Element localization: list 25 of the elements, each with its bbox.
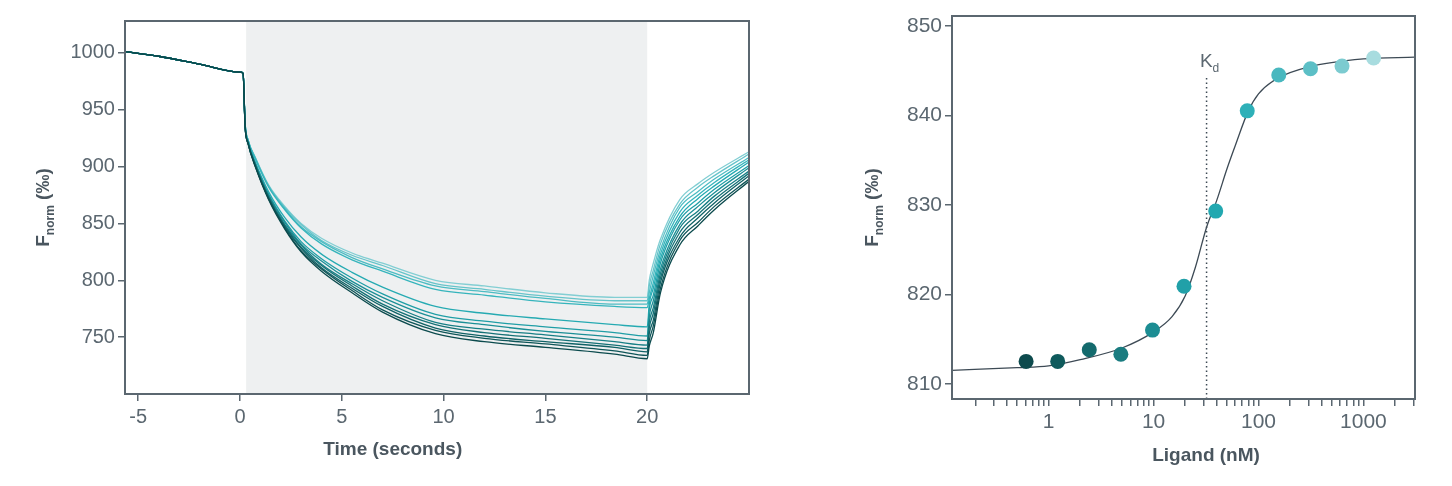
x-tick-label: 15 <box>534 404 557 427</box>
y-tick-label: 810 <box>906 370 942 394</box>
y-tick-label: 750 <box>81 324 115 347</box>
x-tick-label: 10 <box>1141 409 1166 433</box>
y-tick-label: 840 <box>906 102 942 126</box>
y-tick-label: 850 <box>81 210 115 233</box>
x-tick-label: 0 <box>234 404 246 427</box>
y-tick-label: 1000 <box>70 40 115 63</box>
x-axis-title: Time (seconds) <box>323 437 463 459</box>
x-tick-label: 1000 <box>1340 409 1387 433</box>
x-tick-label: 1 <box>1042 409 1055 433</box>
y-tick-label: 830 <box>906 191 942 215</box>
y-axis-title: Fnorm (‰) <box>860 168 887 247</box>
x-tick-label: 5 <box>336 404 348 427</box>
y-tick-label: 850 <box>906 12 942 36</box>
x-tick-label: -5 <box>129 404 148 427</box>
y-tick-label: 820 <box>906 281 942 305</box>
y-tick-label: 800 <box>81 267 115 290</box>
x-tick-label: 20 <box>636 404 659 427</box>
x-axis-title: Ligand (nM) <box>1152 443 1260 465</box>
y-tick-label: 950 <box>81 97 115 120</box>
x-tick-label: 100 <box>1240 409 1277 433</box>
x-tick-label: 10 <box>432 404 455 427</box>
y-tick-label: 900 <box>81 154 115 177</box>
y-axis-title: Fnorm (‰) <box>31 168 58 247</box>
